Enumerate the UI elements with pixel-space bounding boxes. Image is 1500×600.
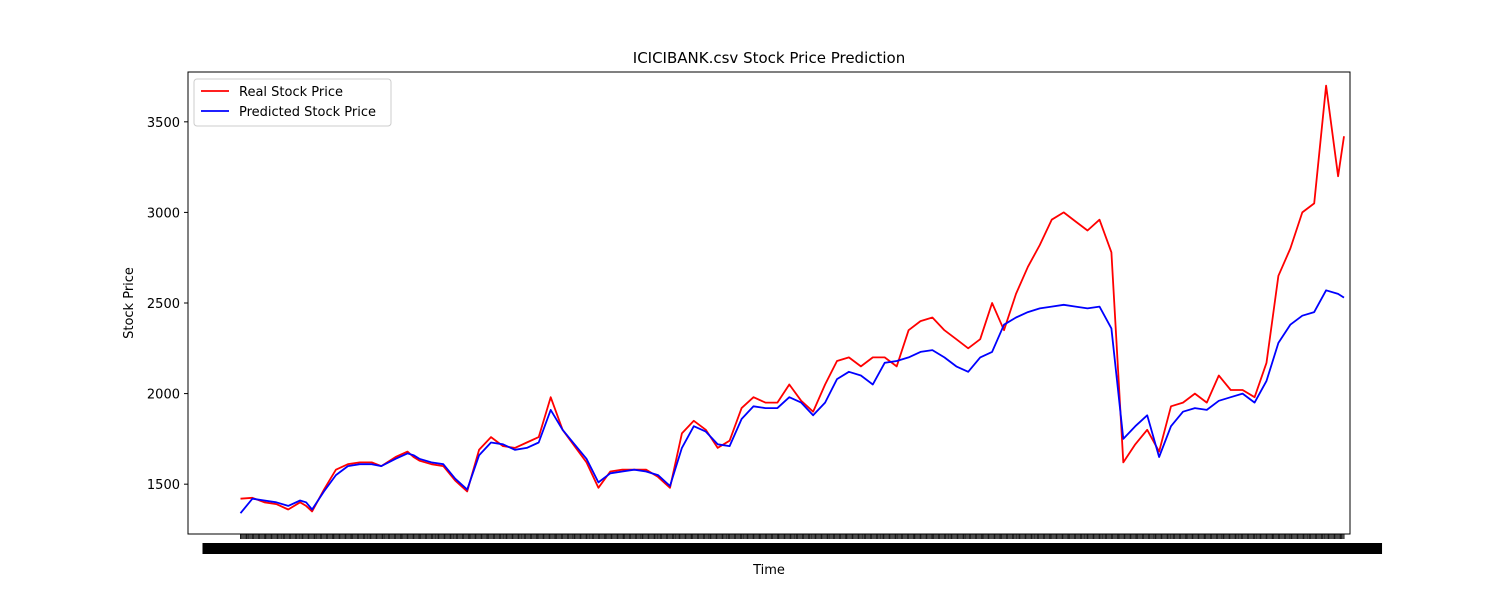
series-line-real (240, 84, 1345, 513)
series-lines (239, 84, 1345, 514)
legend-label-real: Real Stock Price (239, 85, 343, 100)
y-tick-label: 3500 (147, 116, 180, 131)
plot-area (188, 72, 1350, 534)
x-ticks (240, 534, 1345, 539)
y-tick-label: 2000 (147, 388, 180, 403)
series-line-predicted (239, 289, 1345, 514)
y-tick-label: 3000 (147, 206, 180, 221)
y-axis-label: Stock Price (122, 267, 137, 339)
x-axis-label: Time (752, 563, 785, 578)
y-tick-label: 2500 (147, 297, 180, 312)
x-axis (202, 534, 1383, 554)
legend: Real Stock Price Predicted Stock Price (193, 78, 392, 127)
legend-box (193, 78, 392, 127)
y-tick-label: 1500 (147, 478, 180, 493)
legend-label-predicted: Predicted Stock Price (239, 105, 376, 120)
chart-title: ICICIBANK.csv Stock Price Prediction (633, 49, 905, 67)
y-axis: 1500 2000 2500 3000 3500 (147, 116, 188, 493)
x-tick-label-band (202, 543, 1383, 554)
